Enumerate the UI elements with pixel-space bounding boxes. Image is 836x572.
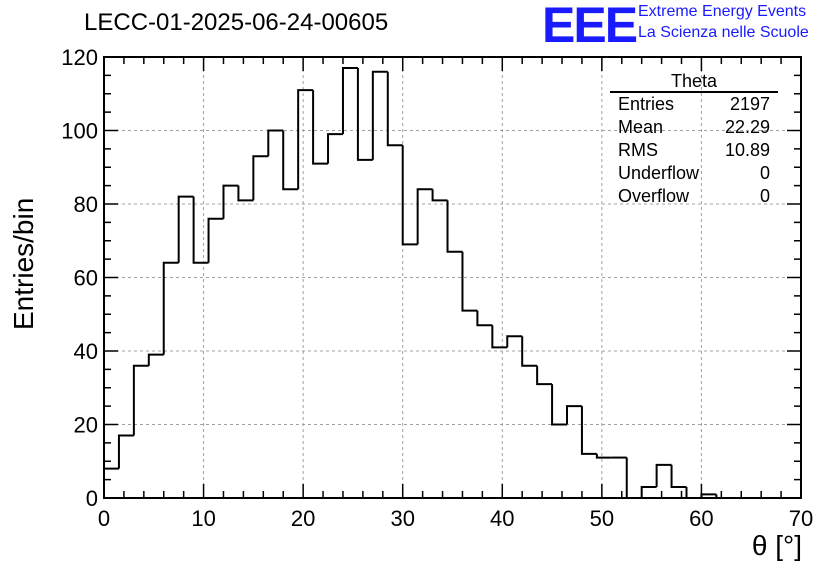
x-tick-label: 30 [390,506,414,531]
x-tick-label: 0 [98,506,110,531]
stats-value: 22.29 [724,117,770,137]
histogram-bin [132,364,149,436]
axis-ticks [103,56,802,499]
y-tick-label: 120 [61,45,98,70]
histogram-bin [551,384,568,426]
histogram-bin [446,200,463,253]
histogram-bin [640,485,657,498]
stats-row-mean: Mean 22.29 [610,116,778,139]
stats-label: Underflow [618,163,700,183]
stats-label: Mean [618,117,664,137]
histogram-bin [312,90,329,165]
histogram-bin [461,251,478,312]
y-tick-label: 60 [74,266,98,291]
stats-label: Entries [618,94,675,114]
histogram-bin [580,406,597,455]
histogram-bin [177,195,194,263]
logo-line-1: Extreme Energy Events [638,3,807,20]
y-tick-label: 80 [74,192,98,217]
histogram-bin [267,129,284,157]
histogram-bin [506,335,523,348]
histogram-bin [386,71,403,147]
histogram-bin [371,70,388,160]
histogram-series [103,67,801,499]
stats-label: Overflow [618,186,690,206]
histogram-bin [103,467,119,498]
histogram-bin [341,67,358,135]
eee-logo: EEE [542,0,638,53]
histogram-bin [327,133,343,164]
histogram-bin [431,189,448,202]
histogram-bin [147,353,164,366]
stats-value: 10.89 [724,140,770,160]
x-tick-label: 10 [191,506,215,531]
stats-row-underflow: Underflow 0 [610,162,778,185]
stats-row-overflow: Overflow 0 [610,185,778,208]
stats-value: 0 [759,186,770,206]
histogram-bin [595,453,612,459]
histogram-bin [566,405,582,425]
stats-value: 2197 [729,94,770,114]
stats-row-entries: Entries 2197 [610,93,778,116]
histogram-bin [401,145,418,246]
y-axis-label: Entries/bin [8,197,39,330]
grid-lines [104,57,801,498]
x-tick-label: 40 [490,506,514,531]
tick-labels: 0 10 20 30 40 50 60 70 0 20 40 60 80 100 120 [61,45,813,531]
stats-value: 0 [759,163,770,183]
histogram-bin [491,325,508,349]
histogram-bin [297,89,314,190]
histogram-bin [670,464,687,488]
histogram-bin [162,261,179,355]
histogram-bin [222,184,239,219]
stats-label: RMS [618,140,658,160]
x-axis-label: θ [°] [751,530,802,561]
stats-title: Theta [610,70,778,93]
histogram-bin [476,310,493,327]
y-tick-label: 20 [74,413,98,438]
y-tick-label: 100 [61,119,98,144]
stats-box: Theta Entries 2197 Mean 22.29 RMS 10.89 … [610,70,778,208]
histogram-bin [237,185,254,202]
histogram-bin [192,196,209,264]
logo-line-2: La Scienza nelle Scuole [638,24,809,41]
x-tick-label: 20 [291,506,315,531]
y-tick-label: 0 [86,486,98,511]
histogram-bin [536,365,553,386]
histogram-bin [282,130,299,191]
histogram-bin [655,463,672,487]
histogram-bin [207,217,224,263]
histogram-bin [356,68,373,161]
histogram-bin [625,457,642,499]
histogram-bin [521,336,538,367]
x-tick-label: 60 [689,506,713,531]
x-tick-label: 70 [789,506,813,531]
y-tick-label: 40 [74,339,98,364]
x-tick-label: 50 [590,506,614,531]
histogram-bin [416,188,433,245]
chart-title: LECC-01-2025-06-24-00605 [84,9,389,36]
stats-row-rms: RMS 10.89 [610,139,778,162]
histogram-bin [252,155,269,201]
histogram-bin [685,486,702,499]
histogram-bin [117,434,134,469]
